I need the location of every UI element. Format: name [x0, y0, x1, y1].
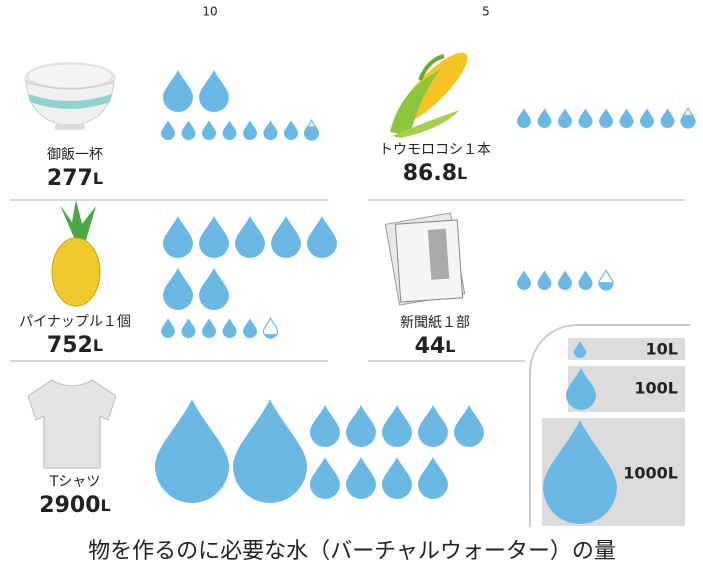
drop-10: [182, 318, 196, 338]
drop-10: [161, 120, 175, 140]
drop-10: [558, 270, 572, 290]
drop-100: [418, 405, 448, 447]
drop-10: [264, 318, 278, 338]
legend-label: 10L: [646, 340, 678, 359]
drop-10: [243, 318, 257, 338]
drop-100: [235, 216, 265, 258]
drop-10: [305, 120, 319, 140]
corn: [388, 44, 476, 138]
drop-10: [243, 120, 257, 140]
drop-10: [161, 318, 175, 338]
drop-10: [579, 108, 593, 128]
drop-100: [199, 268, 229, 310]
drop-100: [418, 457, 448, 499]
drop-100: [307, 216, 337, 258]
amount-unit: L: [93, 169, 103, 188]
item-amount: 277L: [47, 166, 103, 191]
legend-label: 1000L: [623, 464, 678, 483]
drop-100: [346, 405, 376, 447]
amount-value: 2900: [39, 493, 100, 518]
drop-100: [271, 216, 301, 258]
drop-10: [579, 270, 593, 290]
amount-value: 86.8: [403, 161, 457, 186]
drop-100: [199, 70, 229, 112]
item-amount: 2900L: [39, 493, 110, 518]
rice-bowl: [24, 62, 116, 130]
drop-10: [223, 120, 237, 140]
item-name: Tシャツ: [49, 474, 101, 490]
drop-10: [182, 120, 196, 140]
drop-10: [599, 108, 613, 128]
item-amount: 86.8L: [403, 161, 467, 186]
drop-100: [346, 457, 376, 499]
amount-value: 752: [47, 333, 93, 358]
item-name: トウモロコシ１本: [379, 142, 491, 158]
drop-100: [382, 457, 412, 499]
drop-100: [454, 405, 484, 447]
drop-100: [382, 405, 412, 447]
drop-100: [199, 216, 229, 258]
drop-10: [558, 108, 572, 128]
drop-10: [223, 318, 237, 338]
drop-100: [163, 268, 193, 310]
drop-10: [284, 120, 298, 140]
amount-unit: L: [101, 496, 111, 515]
drop-10: [661, 108, 675, 128]
caption: 物を作るのに必要な水（バーチャルウォーター）の量: [88, 539, 616, 564]
t-shirt: [28, 380, 116, 468]
pineapple: [52, 200, 100, 306]
drop-10: [538, 108, 552, 128]
top-label: 5: [482, 5, 490, 19]
item-amount: 752L: [47, 333, 103, 358]
drop-100: [163, 70, 193, 112]
drop-10: [202, 318, 216, 338]
item-amount: 44L: [415, 334, 456, 359]
amount-value: 44: [415, 334, 446, 359]
drop-10: [599, 270, 613, 290]
amount-unit: L: [93, 336, 103, 355]
drop-100: [163, 216, 193, 258]
drop-100: [310, 405, 340, 447]
newspaper: [385, 213, 464, 305]
drop-10: [202, 120, 216, 140]
drop-100: [310, 457, 340, 499]
amount-value: 277: [47, 166, 93, 191]
item-name: パイナップル１個: [19, 314, 131, 330]
infographic: 10 5 10L 100L 1000L 物を作るのに必要な水（バーチャルウォータ…: [0, 0, 703, 574]
drop-1000: [233, 399, 307, 503]
top-label: 10: [202, 5, 217, 19]
drop-10: [620, 108, 634, 128]
amount-unit: L: [457, 164, 467, 183]
item-name: 新聞紙１部: [400, 315, 470, 331]
amount-unit: L: [445, 337, 455, 356]
drop-10: [517, 108, 531, 128]
drop-1000: [155, 399, 229, 503]
drop-10: [681, 108, 695, 128]
item-name: 御飯一杯: [47, 146, 103, 163]
drop-10: [640, 108, 654, 128]
drop-10: [264, 120, 278, 140]
drop-10: [517, 270, 531, 290]
legend-label: 100L: [634, 379, 678, 398]
drop-10: [538, 270, 552, 290]
